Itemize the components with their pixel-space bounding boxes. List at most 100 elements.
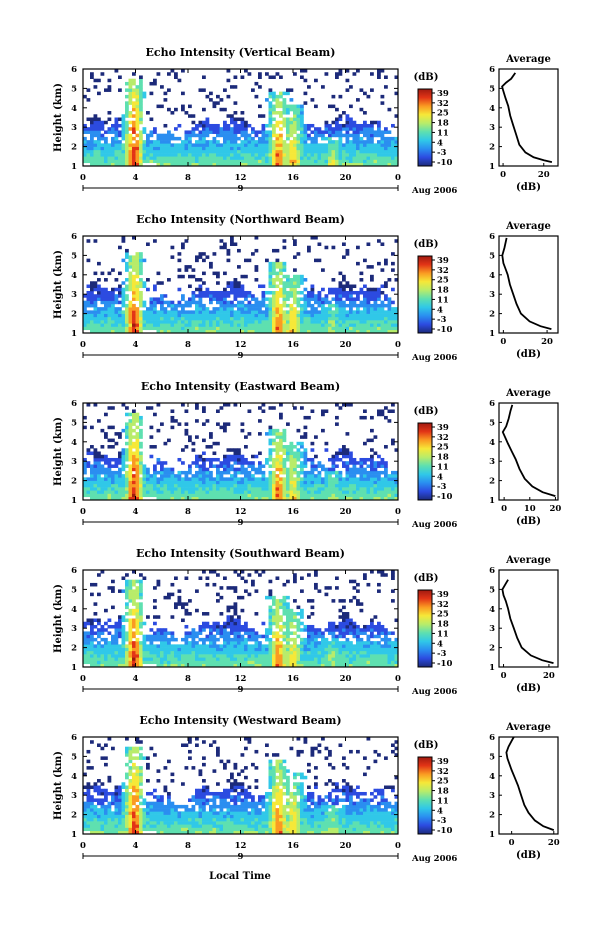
heatmap-cell [328,146,332,151]
heatmap-cell [307,483,311,488]
heatmap-cell [132,428,136,433]
heatmap-cell [254,493,259,498]
heatmap-cell [167,72,171,76]
heatmap-cell [111,143,115,147]
heatmap-cell [391,261,395,266]
heatmap-cell [226,313,231,318]
heatmap-cell [240,496,245,501]
heatmap-cell [198,159,203,164]
heatmap-cell [226,252,231,256]
y-tick-label: 5 [71,418,77,428]
heatmap-cell [174,303,178,308]
heatmap-cell [230,647,234,652]
heatmap-cell [282,480,287,485]
heatmap-cell [132,143,136,147]
heatmap-cell [125,477,129,481]
heatmap-cell [104,130,108,134]
heatmap-cell [184,133,189,138]
heatmap-cell [321,303,325,308]
heatmap-cell [191,650,196,655]
heatmap-cell [289,290,294,295]
heatmap-cell [282,496,287,501]
heatmap-cell [125,631,129,635]
heatmap-cell [135,149,140,154]
heatmap-cell [335,303,339,308]
heatmap-cell [233,454,238,459]
heatmap-cell [195,657,199,661]
heatmap-cell [100,660,105,665]
heatmap-cell [97,261,101,266]
heatmap-cell [352,156,357,160]
heatmap-cell [226,130,231,134]
heatmap-cell [247,487,252,491]
heatmap-cell [153,287,157,292]
heatmap-cell [366,149,371,154]
heatmap-cell [342,146,346,151]
heatmap-cell [142,143,147,147]
heatmap-cell [97,634,101,639]
heatmap-cell [373,483,378,488]
heatmap-cell [265,660,269,665]
heatmap-cell [118,490,122,494]
heatmap-cell [125,248,129,253]
heatmap-cell [205,624,210,629]
heatmap-cell [128,300,133,305]
heatmap-cell [142,316,147,321]
heatmap-cell [160,297,164,301]
heatmap-cell [219,294,224,298]
heatmap-cell [86,493,91,498]
heatmap-cell [233,657,238,661]
heatmap-cell [107,474,112,478]
heatmap-cell [366,146,371,151]
heatmap-cell [331,493,336,498]
heatmap-cell [391,438,395,443]
heatmap-cell [293,284,297,289]
heatmap-cell [107,78,112,83]
heatmap-cell [100,329,105,334]
heatmap-cell [100,637,105,642]
heatmap-cell [93,159,98,164]
heatmap-cell [146,493,150,498]
heatmap-cell [314,140,318,144]
heatmap-cell [177,480,182,485]
heatmap-cell [251,487,255,491]
heatmap-cell [90,316,94,321]
heatmap-cell [128,637,133,642]
heatmap-cell [191,274,196,279]
heatmap-cell [104,278,108,282]
heatmap-cell [114,496,119,501]
heatmap-cell [191,143,196,147]
heatmap-cell [97,140,101,144]
heatmap-cell [226,467,231,472]
heatmap-cell [146,159,150,164]
heatmap-cell [377,149,381,154]
heatmap-cell [317,130,322,134]
heatmap-cell [160,650,164,655]
heatmap-cell [293,281,297,285]
heatmap-cell [205,419,210,423]
heatmap-cell [279,120,283,125]
heatmap-cell [279,323,283,327]
heatmap-cell [384,480,388,485]
heatmap-cell [160,647,164,652]
heatmap-cell [391,323,395,327]
heatmap-cell [97,461,101,465]
heatmap-cell [160,313,164,318]
heatmap-cell [272,457,276,462]
heatmap-cell [335,297,339,301]
heatmap-cell [170,320,175,324]
heatmap-cell [184,477,189,481]
heatmap-cell [254,159,259,164]
heatmap-cell [370,483,374,488]
heatmap-cell [149,149,154,154]
heatmap-cell [324,307,329,311]
heatmap-cell [114,621,119,626]
heatmap-cell [153,313,157,318]
heatmap-cell [93,120,98,125]
heatmap-cell [387,313,392,318]
heatmap-cell [338,487,343,491]
heatmap-cell [111,474,115,478]
heatmap-cell [328,483,332,488]
heatmap-cell [163,320,168,324]
heatmap-cell [359,149,364,154]
